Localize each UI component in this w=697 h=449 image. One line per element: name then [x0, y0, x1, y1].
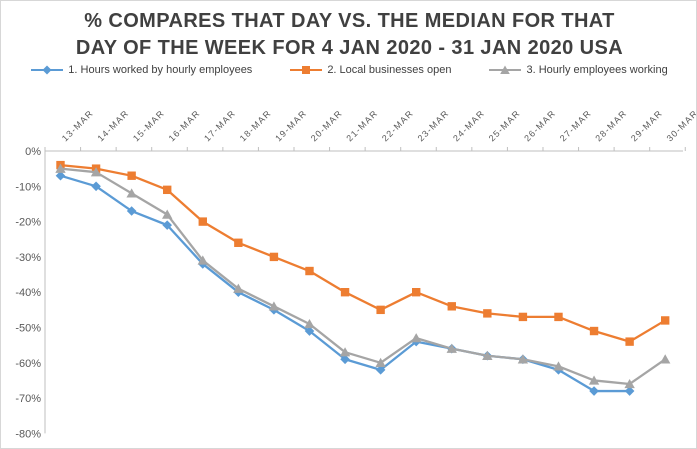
- x-axis-label: 29-MAR: [629, 108, 665, 144]
- x-axis-label: 16-MAR: [167, 108, 203, 144]
- chart-title: % COMPARES THAT DAY VS. THE MEDIAN FOR T…: [1, 8, 696, 61]
- series-marker-triangle: [624, 378, 635, 389]
- series-marker-square: [554, 312, 563, 322]
- legend-square-marker-icon: [290, 66, 323, 74]
- series-marker-square: [447, 302, 456, 311]
- series-marker-diamond: [126, 206, 137, 216]
- chart-title-line-1: % COMPARES THAT DAY VS. THE MEDIAN FOR T…: [84, 10, 615, 32]
- series-marker-square: [234, 238, 243, 247]
- series-marker-triangle: [268, 301, 280, 311]
- series-marker-square: [269, 252, 279, 262]
- x-axis-label: 23-MAR: [416, 108, 452, 144]
- x-axis-label: 30-MAR: [665, 108, 697, 144]
- chart-legend: 1. Hours worked by hourly employees 2. Lo…: [1, 64, 696, 76]
- series-marker-square: [412, 288, 421, 297]
- series-marker-triangle: [162, 209, 173, 219]
- x-axis-label: 28-MAR: [593, 108, 629, 144]
- x-axis-label: 24-MAR: [451, 108, 487, 144]
- series-marker-diamond: [340, 354, 350, 365]
- y-axis-label: -30%: [15, 252, 41, 264]
- series-marker-triangle: [517, 354, 529, 364]
- x-axis-label: 14-MAR: [95, 108, 131, 144]
- x-axis-label: 13-MAR: [60, 108, 96, 144]
- series-marker-square: [625, 337, 634, 346]
- x-axis-label: 20-MAR: [309, 108, 345, 144]
- legend-label-1: 1. Hours worked by hourly employees: [68, 64, 253, 76]
- series-line: [59, 167, 667, 386]
- series-marker-triangle: [339, 347, 351, 357]
- series-marker-triangle: [55, 163, 66, 173]
- legend-item-1: 1. Hours worked by hourly employees: [31, 64, 252, 76]
- legend-diamond-marker-icon: [31, 65, 64, 75]
- legend-label-3: 3. Hourly employees working: [526, 64, 668, 76]
- series-marker-triangle: [126, 188, 137, 198]
- x-axis-label: 21-MAR: [344, 108, 380, 144]
- series-marker-triangle: [659, 354, 671, 364]
- legend-label-2: 2. Local businesses open: [327, 64, 452, 76]
- series-marker-square: [198, 217, 207, 226]
- series-marker-triangle: [411, 333, 422, 343]
- x-axis-label: 19-MAR: [273, 108, 309, 144]
- series-marker-triangle: [233, 283, 244, 293]
- series-marker-diamond: [624, 386, 635, 396]
- series-marker-square: [340, 288, 350, 297]
- series-marker-triangle: [588, 375, 600, 385]
- series-marker-triangle: [553, 361, 564, 371]
- series-marker-triangle: [375, 357, 386, 367]
- x-axis-label: 26-MAR: [522, 108, 558, 144]
- y-axis-label: -70%: [15, 393, 41, 405]
- series-marker-triangle: [446, 343, 457, 353]
- series-marker-square: [589, 326, 599, 336]
- y-axis-label: -50%: [15, 323, 41, 335]
- series-marker-triangle: [90, 167, 102, 177]
- series-marker-diamond: [304, 326, 315, 336]
- series-marker-diamond: [375, 365, 386, 375]
- y-axis-label: -10%: [15, 181, 41, 193]
- series-marker-square: [127, 171, 136, 180]
- x-axis-label: 22-MAR: [380, 108, 416, 144]
- series-marker-square: [660, 316, 670, 325]
- series-marker-diamond: [589, 386, 599, 396]
- y-axis-label: -40%: [15, 287, 41, 299]
- series-marker-square: [376, 305, 385, 315]
- x-axis-label: 27-MAR: [558, 108, 594, 144]
- x-axis-label: 18-MAR: [238, 108, 274, 144]
- y-axis-label: -80%: [15, 428, 41, 440]
- y-axis-label: -20%: [15, 217, 41, 229]
- x-axis-label: 15-MAR: [131, 108, 167, 144]
- legend-item-2: 2. Local businesses open: [290, 64, 451, 76]
- series-line: [59, 163, 667, 343]
- x-axis-label: 17-MAR: [202, 108, 238, 144]
- series-marker-square: [518, 312, 528, 322]
- chart-canvas: 0% -10% -20% -30% -40% -50% -60% -70% -80% 13-MAR…: [15, 108, 697, 440]
- legend-triangle-marker-icon: [489, 65, 522, 74]
- series-marker-triangle: [197, 255, 208, 265]
- series-marker-square: [163, 185, 172, 195]
- chart-title-line-2: DAY OF THE WEEK FOR 4 JAN 2020 - 31 JAN …: [75, 36, 624, 59]
- series-marker-diamond: [162, 220, 173, 230]
- y-axis-label: -60%: [15, 358, 41, 370]
- y-axis-label: 0%: [25, 146, 41, 158]
- series-marker-triangle: [304, 318, 315, 329]
- series-marker-square: [483, 309, 492, 318]
- legend-item-3: 3. Hourly employees working: [489, 64, 668, 76]
- series-marker-square: [305, 266, 314, 276]
- series-marker-triangle: [482, 350, 493, 360]
- x-axis-label: 25-MAR: [487, 108, 523, 144]
